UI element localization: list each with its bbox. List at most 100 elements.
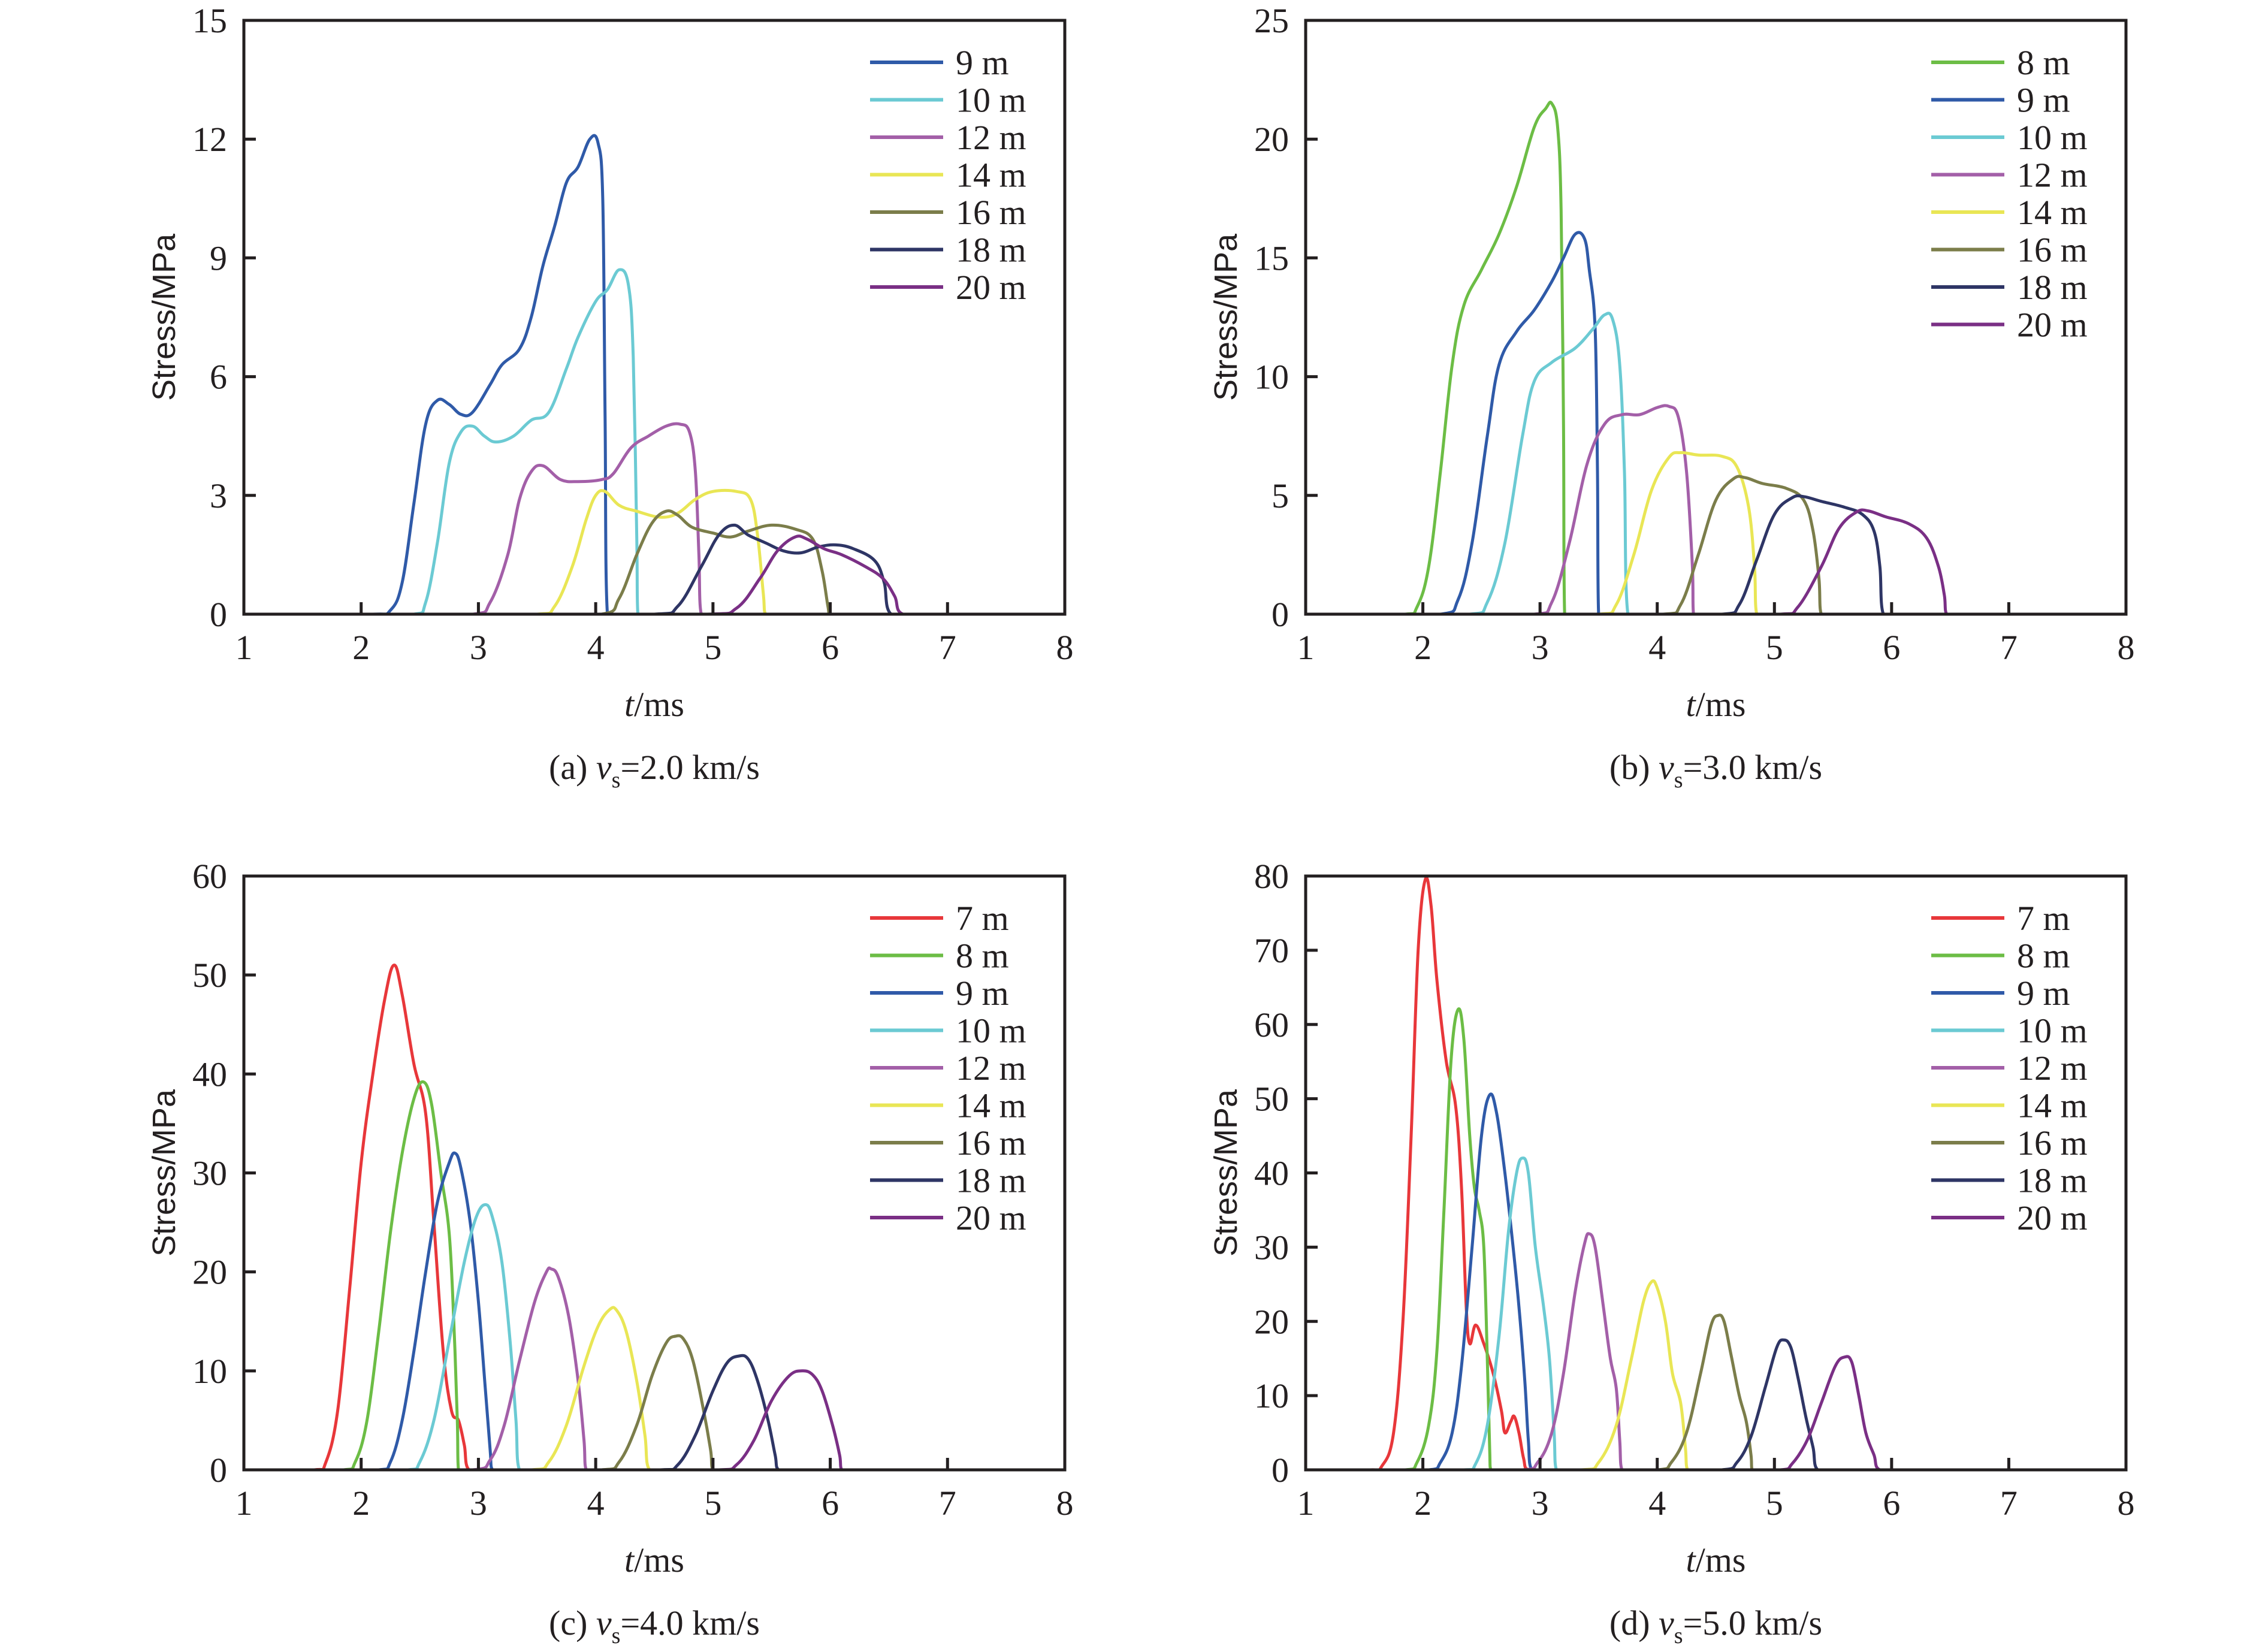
legend-label: 20 m [956,268,1026,307]
legend-item: 12 m [1931,156,2088,195]
y-tick-label: 50 [192,956,227,995]
series-line-7m [1306,876,2126,1470]
x-tick-label: 4 [1648,628,1666,667]
y-tick-label: 10 [192,1352,227,1391]
x-tick-label: 8 [2118,628,2135,667]
x-tick-label: 7 [939,628,956,667]
caption-prefix: (a) [549,748,596,787]
x-tick-label: 3 [1532,628,1549,667]
series-group [1306,876,2126,1470]
axes-frame [1304,19,2128,616]
legend-label: 18 m [956,1161,1026,1200]
legend-label: 12 m [2017,1049,2088,1088]
x-tick-label: 2 [352,1484,370,1523]
y-tick-label: 15 [1254,238,1289,277]
x-axis-label-var: t [624,685,635,724]
legend-item: 16 m [870,1124,1026,1162]
x-axis-label: t/ms [1686,685,1746,724]
x-axis-label-unit: /ms [1696,685,1746,724]
legend-item: 20 m [870,1198,1026,1237]
series-line-16m [244,509,1065,614]
panel-caption: (a) vs=2.0 km/s [549,748,760,793]
series-line-18m [244,523,1065,614]
series-line-12m [1306,404,2126,614]
y-tick-label: 60 [192,857,227,896]
axes-frame [242,874,1067,1472]
y-tick-label: 0 [1272,1451,1289,1490]
x-tick-label: 6 [1883,628,1900,667]
x-tick-label: 5 [704,1484,721,1523]
legend-item: 10 m [870,81,1026,120]
legend-label: 16 m [2017,1124,2088,1162]
x-axis-label-var: t [624,1541,635,1579]
series-line-16m [244,1334,1065,1470]
y-tick-label: 10 [1254,1376,1289,1415]
series-line-14m [1306,451,2126,614]
series-line-14m [244,488,1065,614]
legend-item: 8 m [1931,43,2070,82]
series-group [244,964,1065,1470]
x-axis-label: t/ms [1686,1541,1746,1579]
legend: 9 m10 m12 m14 m16 m18 m20 m [870,43,1026,307]
y-tick-label: 50 [1254,1080,1289,1119]
x-tick-label: 1 [235,628,253,667]
x-axis-label: t/ms [624,1541,684,1579]
caption-sub: s [1674,1623,1683,1648]
series-line-9m [1306,231,2126,614]
x-tick-label: 7 [2000,1484,2018,1523]
legend-item: 18 m [1931,268,2088,307]
series-line-14m [1306,1279,2126,1470]
caption-suffix: =2.0 km/s [620,748,760,787]
legend-label: 9 m [956,43,1009,82]
y-tick-label: 0 [210,1451,227,1490]
series-line-9m [244,134,1065,614]
caption-suffix: =5.0 km/s [1683,1603,1823,1642]
legend-label: 16 m [956,1124,1026,1162]
legend-item: 20 m [1931,1198,2088,1237]
x-tick-label: 8 [1056,1484,1074,1523]
legend-label: 9 m [956,974,1009,1013]
legend-label: 14 m [956,1086,1026,1125]
x-axis-label-unit: /ms [634,685,684,724]
x-axis-label: t/ms [624,685,684,724]
legend-item: 16 m [870,193,1026,232]
legend-label: 12 m [2017,156,2088,195]
legend-item: 14 m [870,156,1026,195]
series-line-8m [1306,101,2126,614]
caption-sub: s [612,1623,621,1648]
x-tick-label: 4 [587,628,605,667]
legend-label: 16 m [956,193,1026,232]
legend-item: 20 m [870,268,1026,307]
series-line-8m [1306,1007,2126,1470]
legend-item: 14 m [1931,1086,2088,1125]
x-tick-label: 5 [704,628,721,667]
series-group [1306,101,2126,614]
x-tick-label: 6 [822,628,839,667]
legend-label: 7 m [2017,899,2070,938]
legend-item: 9 m [1931,81,2070,120]
legend-label: 10 m [956,81,1026,120]
x-tick-label: 8 [2118,1484,2135,1523]
x-axis-label-unit: /ms [1696,1541,1746,1579]
series-line-14m [244,1306,1065,1470]
panel-c: 1 2 3 4 5 6 7 8 0 10 20 30 40 50 60 Stress/MPa t/ms (c) v… [146,857,1074,1648]
x-tick-label: 2 [1414,628,1432,667]
legend-label: 18 m [956,231,1026,270]
legend-item: 8 m [870,937,1009,976]
x-tick-label: 2 [352,628,370,667]
caption-prefix: (b) [1609,748,1659,787]
caption-suffix: =4.0 km/s [620,1603,760,1642]
y-tick-label: 40 [192,1055,227,1094]
legend-label: 14 m [2017,193,2088,232]
x-axis-label-unit: /ms [634,1541,684,1579]
legend-label: 14 m [956,156,1026,195]
legend-item: 16 m [1931,1124,2088,1162]
y-tick-label: 80 [1254,857,1289,896]
legend-item: 14 m [870,1086,1026,1125]
caption-suffix: =3.0 km/s [1683,748,1823,787]
x-tick-label: 4 [587,1484,605,1523]
x-tick-label: 7 [2000,628,2018,667]
y-tick-label: 6 [210,358,227,397]
caption-var: v [596,1603,612,1642]
y-tick-label: 70 [1254,931,1289,970]
